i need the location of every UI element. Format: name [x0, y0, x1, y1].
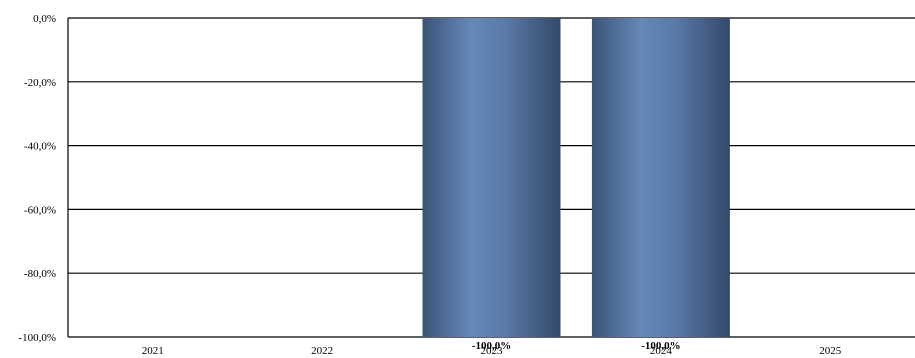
y-tick-label: 0,0% — [33, 13, 56, 25]
bars — [422, 18, 730, 337]
x-tick-label: 2022 — [311, 345, 333, 357]
y-tick-label: -60,0% — [24, 204, 56, 216]
y-tick-label: -100,0% — [18, 332, 56, 344]
x-tick-label: 2021 — [142, 345, 164, 357]
x-tick-label: 2025 — [819, 345, 842, 357]
bar — [422, 18, 561, 337]
data-label: -100,0% — [641, 340, 680, 352]
y-tick-label: -80,0% — [24, 268, 56, 280]
bar — [591, 18, 730, 337]
y-tick-label: -20,0% — [24, 77, 56, 89]
x-tick-label: 2024 — [650, 345, 673, 357]
x-tick-label: 2023 — [481, 345, 504, 357]
labels: 0,0% -20,0% -40,0% -60,0% -80,0% -100,0% 2021 2… — [18, 13, 841, 357]
data-label: -100,0% — [472, 340, 511, 352]
y-tick-label: -40,0% — [24, 141, 56, 153]
